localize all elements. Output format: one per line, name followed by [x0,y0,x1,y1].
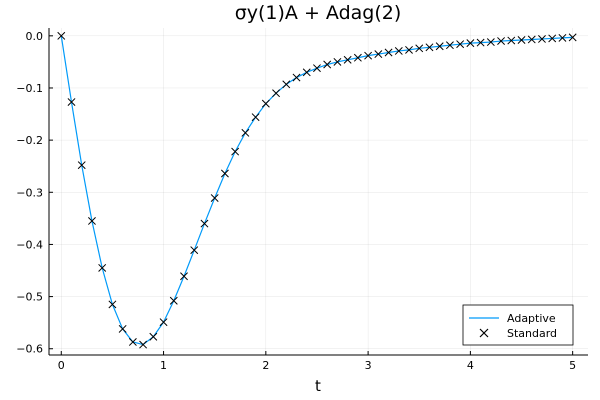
data-point-marker [333,57,342,66]
data-point-marker [272,89,281,98]
axes [48,28,588,356]
x-tick-label: 4 [467,359,474,372]
data-point-marker [405,45,413,54]
data-point-marker [568,33,577,42]
data-point-marker [98,263,107,272]
data-point-marker [220,169,229,178]
data-point-marker [190,246,199,255]
data-point-marker [261,99,270,108]
data-point-marker [445,41,454,50]
x-tick-label: 1 [160,359,167,372]
data-point-marker [210,194,219,202]
data-point-marker [466,39,475,48]
legend-label: Adaptive [507,312,556,325]
data-point-marker [149,332,158,341]
y-tick-label: −0.3 [16,186,43,199]
data-point-marker [558,33,567,42]
chart-title: σy(1)A + Adag(2) [235,2,402,24]
y-tick-label: −0.4 [16,238,43,251]
data-point-marker [282,80,291,89]
y-tick-label: −0.2 [16,134,43,147]
data-point-marker [77,161,86,170]
x-tick-label: 3 [365,359,372,372]
data-point-marker [313,64,321,73]
data-point-marker [415,44,424,53]
data-point-marker [292,73,301,82]
data-point-marker [139,340,148,349]
data-point-marker [507,36,516,45]
data-point-marker [374,50,383,59]
tick-labels: 0 1 2 3 4 5 0.0 −0.1 −0.2 −0.3 −0.4 −0.5 −0.6 [16,30,576,372]
data-point-marker [456,40,465,49]
data-point-marker [200,219,209,228]
y-tick-label: −0.5 [16,291,43,304]
data-point-marker [527,35,536,44]
data-point-marker [169,296,178,305]
data-point-marker [323,60,332,69]
y-tick-label: 0.0 [26,30,44,43]
x-axis-label: t [315,377,321,395]
data-point-marker [180,272,188,281]
data-point-marker [425,43,434,52]
plot-series [57,31,577,349]
data-point-marker [384,48,393,57]
data-point-marker [108,300,117,309]
data-point-marker [251,113,260,122]
data-point-marker [548,34,557,43]
legend-label: Standard [507,327,557,340]
series-markers-standard [57,31,577,349]
data-point-marker [517,36,526,44]
grid [49,28,588,355]
data-point-marker [476,38,485,47]
data-point-marker [394,46,403,55]
data-point-marker [435,42,444,51]
data-point-marker [67,98,76,107]
data-point-marker [486,38,495,47]
data-point-marker [128,338,137,346]
data-point-marker [88,217,96,225]
x-tick-label: 0 [58,359,65,372]
data-point-marker [118,324,127,333]
data-point-marker [302,68,311,77]
legend-swatch-standard [479,328,489,338]
data-point-marker [231,147,240,156]
data-point-marker [538,34,546,43]
legend: Adaptive Standard [462,304,574,346]
legend-box [462,304,574,346]
x-tick-label: 2 [262,359,269,372]
data-point-marker [343,55,352,64]
data-point-marker [353,53,362,62]
y-tick-label: −0.1 [16,82,43,95]
data-point-marker [159,318,168,327]
data-point-marker [57,31,66,40]
data-point-marker [364,51,373,60]
x-tick-label: 5 [569,359,576,372]
data-point-marker [241,128,250,137]
y-tick-label: −0.6 [16,343,43,356]
data-point-marker [497,37,506,45]
